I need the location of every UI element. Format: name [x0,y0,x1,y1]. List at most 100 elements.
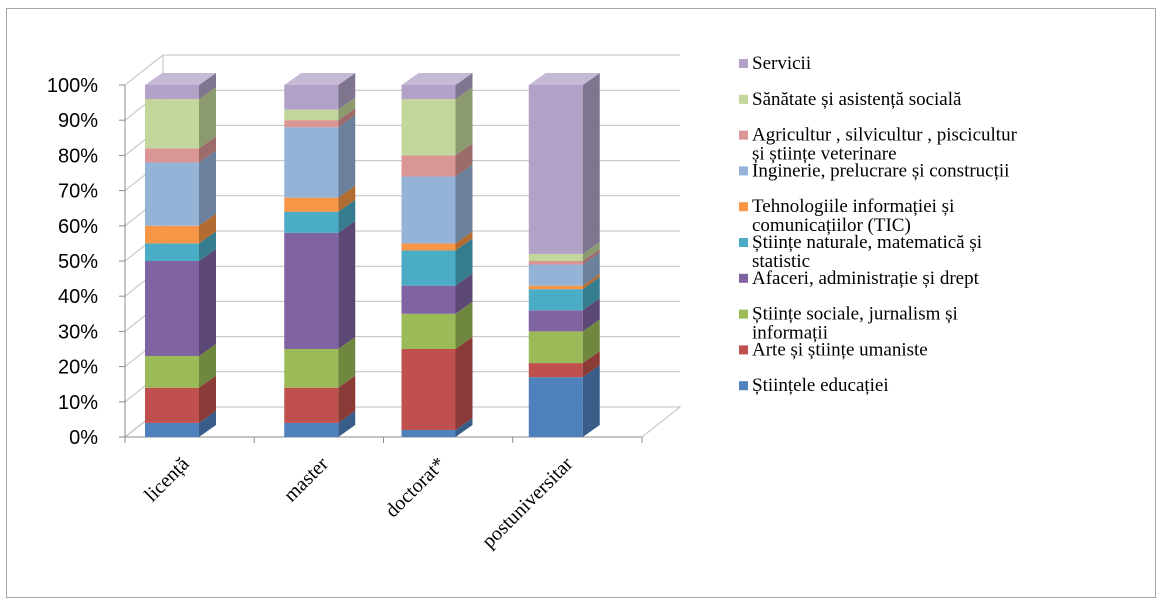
y-tick-label: 20% [58,357,98,379]
bar-segment [401,349,456,430]
bar-segment [284,211,339,233]
legend-swatch [739,238,748,247]
bar-segment-side [582,73,600,254]
bar-segment [401,250,456,286]
bar-segment-side [199,150,216,226]
bar-segment-side [455,273,473,314]
bar-segment [284,387,339,423]
legend-entry: Științele educației [739,375,889,396]
bar-segment-side [338,220,356,349]
bar-segment-side [199,213,216,244]
bar-segment [145,162,199,226]
bar-segment-side [582,241,600,261]
legend-entry: Arte și științe umaniste [739,339,928,360]
bar-segment-side [582,273,600,290]
bar-segment [528,261,583,265]
bar-segment [528,264,583,286]
legend-label: Agricultur , silvicultur , piscicultur [752,125,1018,146]
bar-segment [528,285,583,290]
bar-segment [528,331,583,364]
bar-segment-side [455,143,473,177]
bar-segment [528,85,583,254]
gridline-side [124,54,164,86]
bar-segment-side [338,185,356,212]
bar-segment-side [455,337,473,430]
legend-label: Științe naturale, matematică și [752,232,982,253]
legend-label: Afaceri, administrație și drept [752,268,980,289]
y-tick-label: 80% [58,145,98,167]
y-tick-label: 100% [47,75,98,97]
bar-segment [145,99,199,149]
y-axis-ticks: 0% 10% 20% 30% 40% 50% 60% 70% 80% 90% 100% [47,75,98,449]
bar-segment [284,232,339,349]
bar-segment-side [338,73,356,110]
bar-segment [284,120,339,128]
legend-label: Științele educației [752,375,889,396]
x-tick-label: master [280,453,333,506]
x-tick-label: licență [140,453,193,506]
bar-segment-side [582,277,600,311]
bar-segment [145,225,199,244]
legend-label: Arte și științe umaniste [752,339,928,360]
y-tick-label: 50% [58,251,98,273]
y-tick-label: 10% [58,392,98,414]
bar-segment [401,155,456,177]
bar-segment [145,148,199,163]
bar-segment-side [582,319,600,364]
legend-entry: Tehnologiile informației șicomunicațiilo… [739,196,954,236]
x-tick-label: doctorat* [381,453,450,522]
bar-segment [145,243,199,261]
bar-segment [145,387,199,423]
bar-segment-side [338,97,356,121]
bar-segment-side [455,73,473,100]
y-tick-label: 40% [58,286,98,308]
bar-segment [401,285,456,314]
bar-segment-side [582,249,600,265]
bar-segment-side [338,108,356,128]
bar-segment-side [199,375,216,423]
legend-label: informații [752,323,828,344]
y-tick-label: 0% [69,427,98,449]
bar-top [528,73,600,85]
bar-segment [401,243,456,251]
bar-top [145,73,216,85]
bar-segment-side [199,344,216,388]
bar-segment [528,289,583,311]
bar-segment [284,422,339,437]
legend-swatch [739,59,748,68]
legend-label: comunicațiilor (TIC) [752,215,911,236]
bar-segment-side [455,87,473,156]
bar-segment-side [338,115,356,198]
legend-label: Sănătate și asistență socială [752,89,962,110]
bar-segment [284,109,339,121]
bar-segment-side [582,365,600,437]
y-tick-label: 70% [58,181,98,203]
legend-swatch [739,381,748,391]
bar-segment [284,127,339,198]
bar-segment-side [455,301,473,349]
y-tick-label: 90% [58,110,98,132]
bar-segment [401,85,456,100]
bar-segment-side [455,231,473,251]
bar-segment [401,176,456,244]
bar-segment [145,422,199,437]
legend: Servicii Sănătate și asistență socială Agr… [739,53,1018,396]
legend-swatch [739,202,748,212]
legend-entry: Agricultur , silvicultur , pisciculturși… [739,125,1018,165]
legend-entry: Afaceri, administrație și drept [739,268,980,289]
legend-label: și științe veterinare [752,144,897,165]
x-tick-label: postuniversitar [478,453,578,553]
bar-segment-side [455,417,473,437]
x-axis-ticks: licență master doctorat* postuniversitar [140,453,577,553]
legend-swatch [739,273,748,283]
bars [145,73,600,437]
legend-entry: Sănătate și asistență socială [739,89,962,110]
bar-segment [145,261,199,357]
bar-segment [528,377,583,437]
bar-segment-side [338,375,356,423]
bar-segment-side [199,410,216,437]
bar-segment [284,349,339,388]
